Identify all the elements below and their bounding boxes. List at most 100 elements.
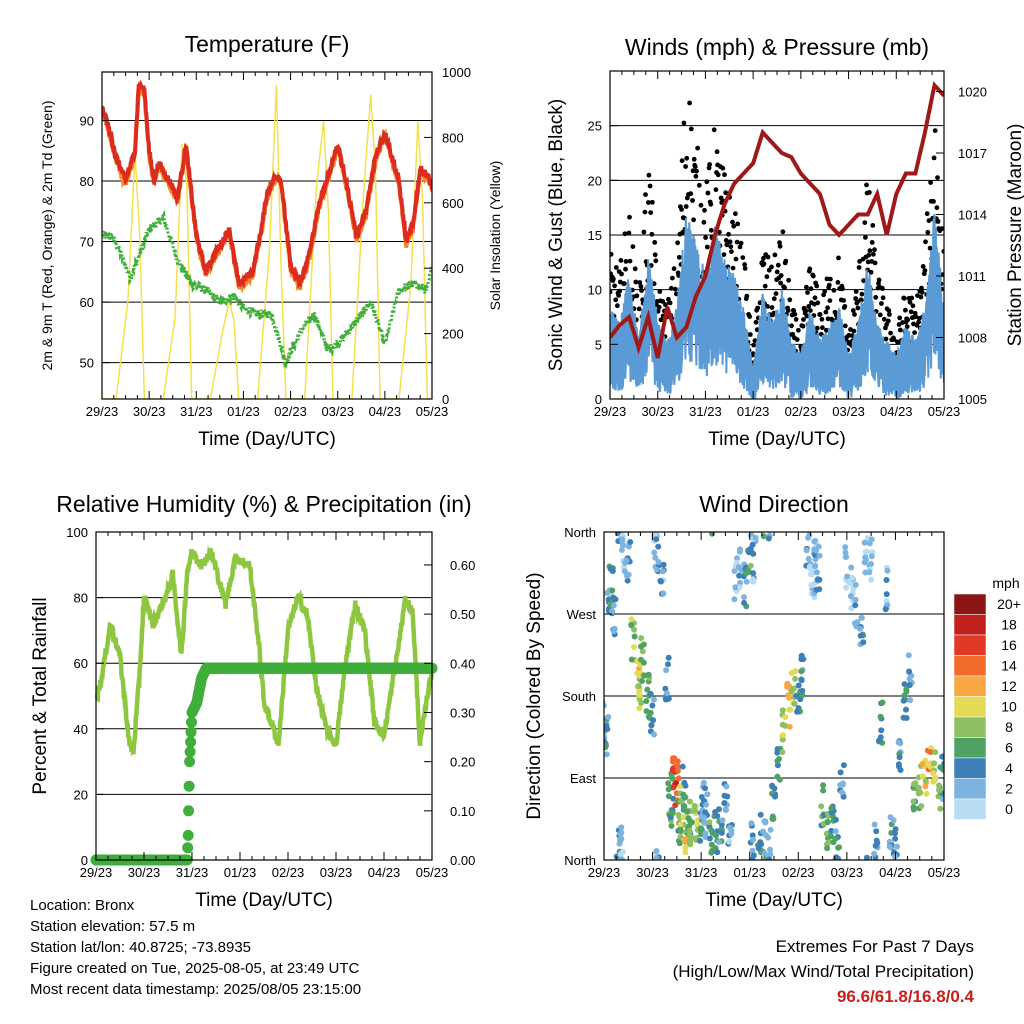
direction-point <box>765 834 772 841</box>
direction-point <box>737 546 744 553</box>
direction-point <box>868 536 875 543</box>
gust-point <box>822 289 828 294</box>
gust-point <box>780 229 786 235</box>
gust-point <box>814 325 820 331</box>
direction-point <box>863 854 870 860</box>
direction-point <box>903 715 910 721</box>
direction-point <box>883 577 890 583</box>
gust-point <box>807 266 813 272</box>
y-right-tick-label: 0.60 <box>450 558 475 573</box>
gust-point <box>826 282 832 288</box>
direction-point <box>812 563 819 570</box>
gust-point <box>708 201 714 207</box>
gust-point <box>723 238 729 243</box>
direction-point <box>919 773 926 780</box>
direction-point <box>679 763 686 770</box>
legend-swatch <box>953 737 987 759</box>
x-tick-label: 03/23 <box>832 404 865 419</box>
gust-point <box>676 254 682 260</box>
y-tick-label: 10 <box>588 283 602 298</box>
direction-point <box>662 696 669 703</box>
legend-label: 18 <box>1001 617 1017 633</box>
gust-point <box>622 231 628 237</box>
direction-point <box>651 731 658 738</box>
direction-point <box>714 849 721 856</box>
x-axis-title: Time (Day/UTC) <box>705 890 843 911</box>
gust-point <box>792 311 798 317</box>
gust-point <box>769 305 775 310</box>
y-right-tick-label: 1017 <box>958 146 987 161</box>
direction-point <box>684 808 691 815</box>
gust-point <box>690 168 696 174</box>
gust-point <box>773 291 779 296</box>
gust-point <box>754 327 760 333</box>
direction-point <box>638 643 644 650</box>
precip-points <box>90 662 438 866</box>
y-tick-label: North <box>564 853 596 868</box>
gust-point <box>927 245 933 251</box>
gust-point <box>904 324 910 329</box>
y-right-tick-label: 1005 <box>958 392 987 407</box>
direction-point <box>906 668 913 675</box>
direction-point <box>866 569 873 576</box>
gust-point <box>880 295 886 301</box>
direction-point <box>806 532 813 539</box>
gust-point <box>919 289 925 295</box>
gust-point <box>696 182 702 188</box>
gust-point <box>808 308 813 313</box>
gust-point <box>883 336 889 342</box>
x-tick-label: 31/23 <box>180 404 213 419</box>
direction-point <box>625 543 632 550</box>
precip-point <box>182 842 194 854</box>
direction-point <box>798 656 805 663</box>
precip-point <box>182 829 194 841</box>
gust-point <box>819 316 825 322</box>
direction-point <box>628 621 635 628</box>
y-tick-label: 50 <box>80 356 94 371</box>
x-tick-label: 04/23 <box>879 865 912 880</box>
gust-point <box>617 288 623 294</box>
direction-point <box>628 656 635 663</box>
direction-point <box>932 749 939 756</box>
y-tick-label: 5 <box>595 337 602 352</box>
gust-point <box>623 266 628 272</box>
direction-point <box>681 838 688 845</box>
gust-point <box>786 277 791 283</box>
direction-point <box>731 568 738 574</box>
direction-point <box>718 829 725 836</box>
direction-point <box>681 779 688 786</box>
direction-point <box>678 798 684 804</box>
direction-point <box>890 817 897 824</box>
direction-point <box>814 576 821 583</box>
direction-point <box>786 683 793 690</box>
gust-point <box>824 276 830 282</box>
direction-point <box>795 682 802 689</box>
gust-point <box>840 286 845 292</box>
direction-point <box>860 639 867 646</box>
direction-point <box>912 780 919 787</box>
gust-point <box>694 168 699 174</box>
gust-point <box>765 304 770 309</box>
gust-point <box>621 281 627 286</box>
gust-point <box>907 299 913 305</box>
direction-point <box>706 835 713 842</box>
direction-point <box>868 576 875 583</box>
x-tick-label: 02/23 <box>782 865 815 880</box>
direction-point <box>655 559 662 565</box>
y-tick-label: 0 <box>595 392 602 407</box>
y-axis-title: 2m & 9m T (Red, Orange) & 2m Td (Green) <box>39 101 55 371</box>
gust-point <box>630 244 636 250</box>
direction-point <box>665 654 672 661</box>
direction-point <box>682 794 689 801</box>
direction-point <box>757 839 764 846</box>
gust-point <box>714 149 720 155</box>
direction-point <box>770 815 777 822</box>
gust-point <box>920 264 926 269</box>
direction-point <box>941 760 944 767</box>
gust-point <box>859 291 865 297</box>
direction-point <box>774 773 781 780</box>
gust-point <box>751 342 757 348</box>
direction-point <box>653 536 660 543</box>
direction-point <box>702 830 709 837</box>
direction-point <box>652 554 659 561</box>
